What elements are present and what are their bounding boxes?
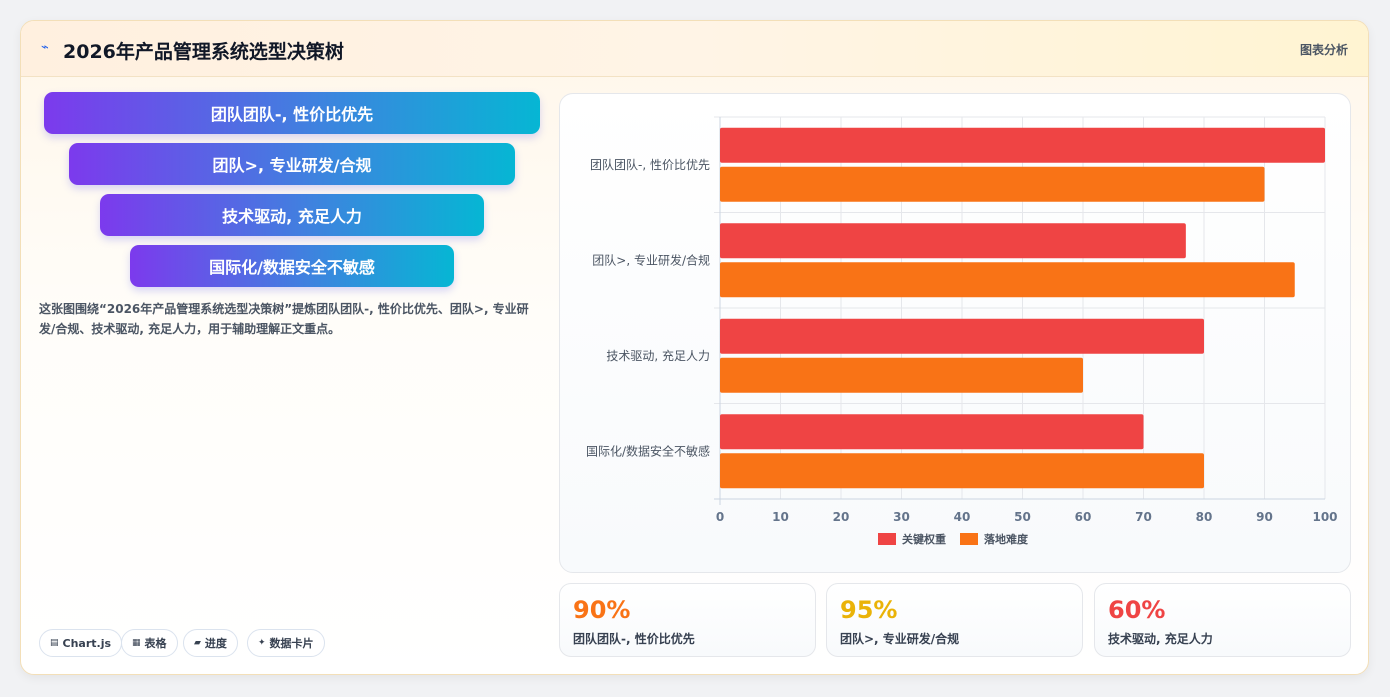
x-tick-label: 90 [1256,510,1273,524]
card-icon: ✦ [258,638,266,648]
bar [720,262,1295,298]
legend-label: 关键权重 [902,532,946,546]
chip-chartjs[interactable]: ▤ Chart.js [39,629,123,657]
stat-label: 团队团队-, 性价比优先 [573,632,695,646]
x-tick-label: 50 [1014,510,1031,524]
stat-card-3: 60% 技术驱动, 充足人力 [1094,583,1351,657]
header-bar: ⌁ 2026年产品管理系统选型决策树 图表分析 [21,21,1368,77]
x-tick-label: 60 [1075,510,1092,524]
bar [720,357,1083,393]
x-tick-label: 40 [954,510,971,524]
x-tick-label: 100 [1312,510,1337,524]
sparkle-line-icon: ⌁ [41,40,49,55]
main-card: ⌁ 2026年产品管理系统选型决策树 图表分析 团队团队-, 性价比优先 团队>… [20,20,1369,675]
x-tick-label: 30 [893,510,910,524]
bar [720,166,1265,202]
bar [720,223,1186,259]
bar [720,318,1204,354]
chip-table[interactable]: ▦ 表格 [121,629,178,657]
chart-analysis-label: 图表分析 [1299,43,1348,57]
y-tick-label: 国际化/数据安全不敏感 [586,443,710,458]
chip-progress[interactable]: ▰ 进度 [183,629,238,657]
legend-label: 落地难度 [984,532,1029,546]
stat-card-2: 95% 团队>, 专业研发/合规 [826,583,1083,657]
chart-icon: ▤ [50,638,59,648]
funnel-item-1: 团队团队-, 性价比优先 [44,92,540,134]
stat-label: 技术驱动, 充足人力 [1108,632,1213,646]
legend-swatch [878,533,896,545]
x-tick-label: 0 [716,510,724,524]
chip-data-card[interactable]: ✦ 数据卡片 [247,629,325,657]
chip-label: Chart.js [62,636,112,650]
x-tick-label: 70 [1135,510,1152,524]
stat-value: 95% [840,596,898,624]
stat-value: 90% [573,596,631,624]
chip-label: 表格 [144,637,167,650]
page-title: 2026年产品管理系统选型决策树 [63,41,344,63]
stat-value: 60% [1108,596,1166,624]
progress-icon: ▰ [194,638,201,648]
y-tick-label: 团队>, 专业研发/合规 [592,252,710,267]
bar [720,453,1204,489]
x-tick-label: 80 [1196,510,1213,524]
table-icon: ▦ [132,638,141,648]
stat-card-1: 90% 团队团队-, 性价比优先 [559,583,816,657]
description-text: 这张图围绕“2026年产品管理系统选型决策树”提炼团队团队-, 性价比优先、团队… [39,302,529,336]
x-tick-label: 20 [833,510,850,524]
bar [720,414,1144,450]
stat-label: 团队>, 专业研发/合规 [840,632,960,646]
legend-swatch [960,533,978,545]
funnel-item-3: 技术驱动, 充足人力 [100,194,484,236]
chip-label: 进度 [204,637,227,650]
y-tick-label: 技术驱动, 充足人力 [606,348,710,363]
x-tick-label: 10 [772,510,789,524]
chart-container: 团队团队-, 性价比优先 团队>, 专业研发/合规技术驱动, 充足人力国际化/数据… [559,93,1351,573]
funnel-item-4: 国际化/数据安全不敏感 [130,245,454,287]
bar [720,127,1325,163]
funnel-item-2: 团队>, 专业研发/合规 [69,143,515,185]
y-tick-label: 团队团队-, 性价比优先 [590,157,710,172]
chip-label: 数据卡片 [269,637,314,650]
